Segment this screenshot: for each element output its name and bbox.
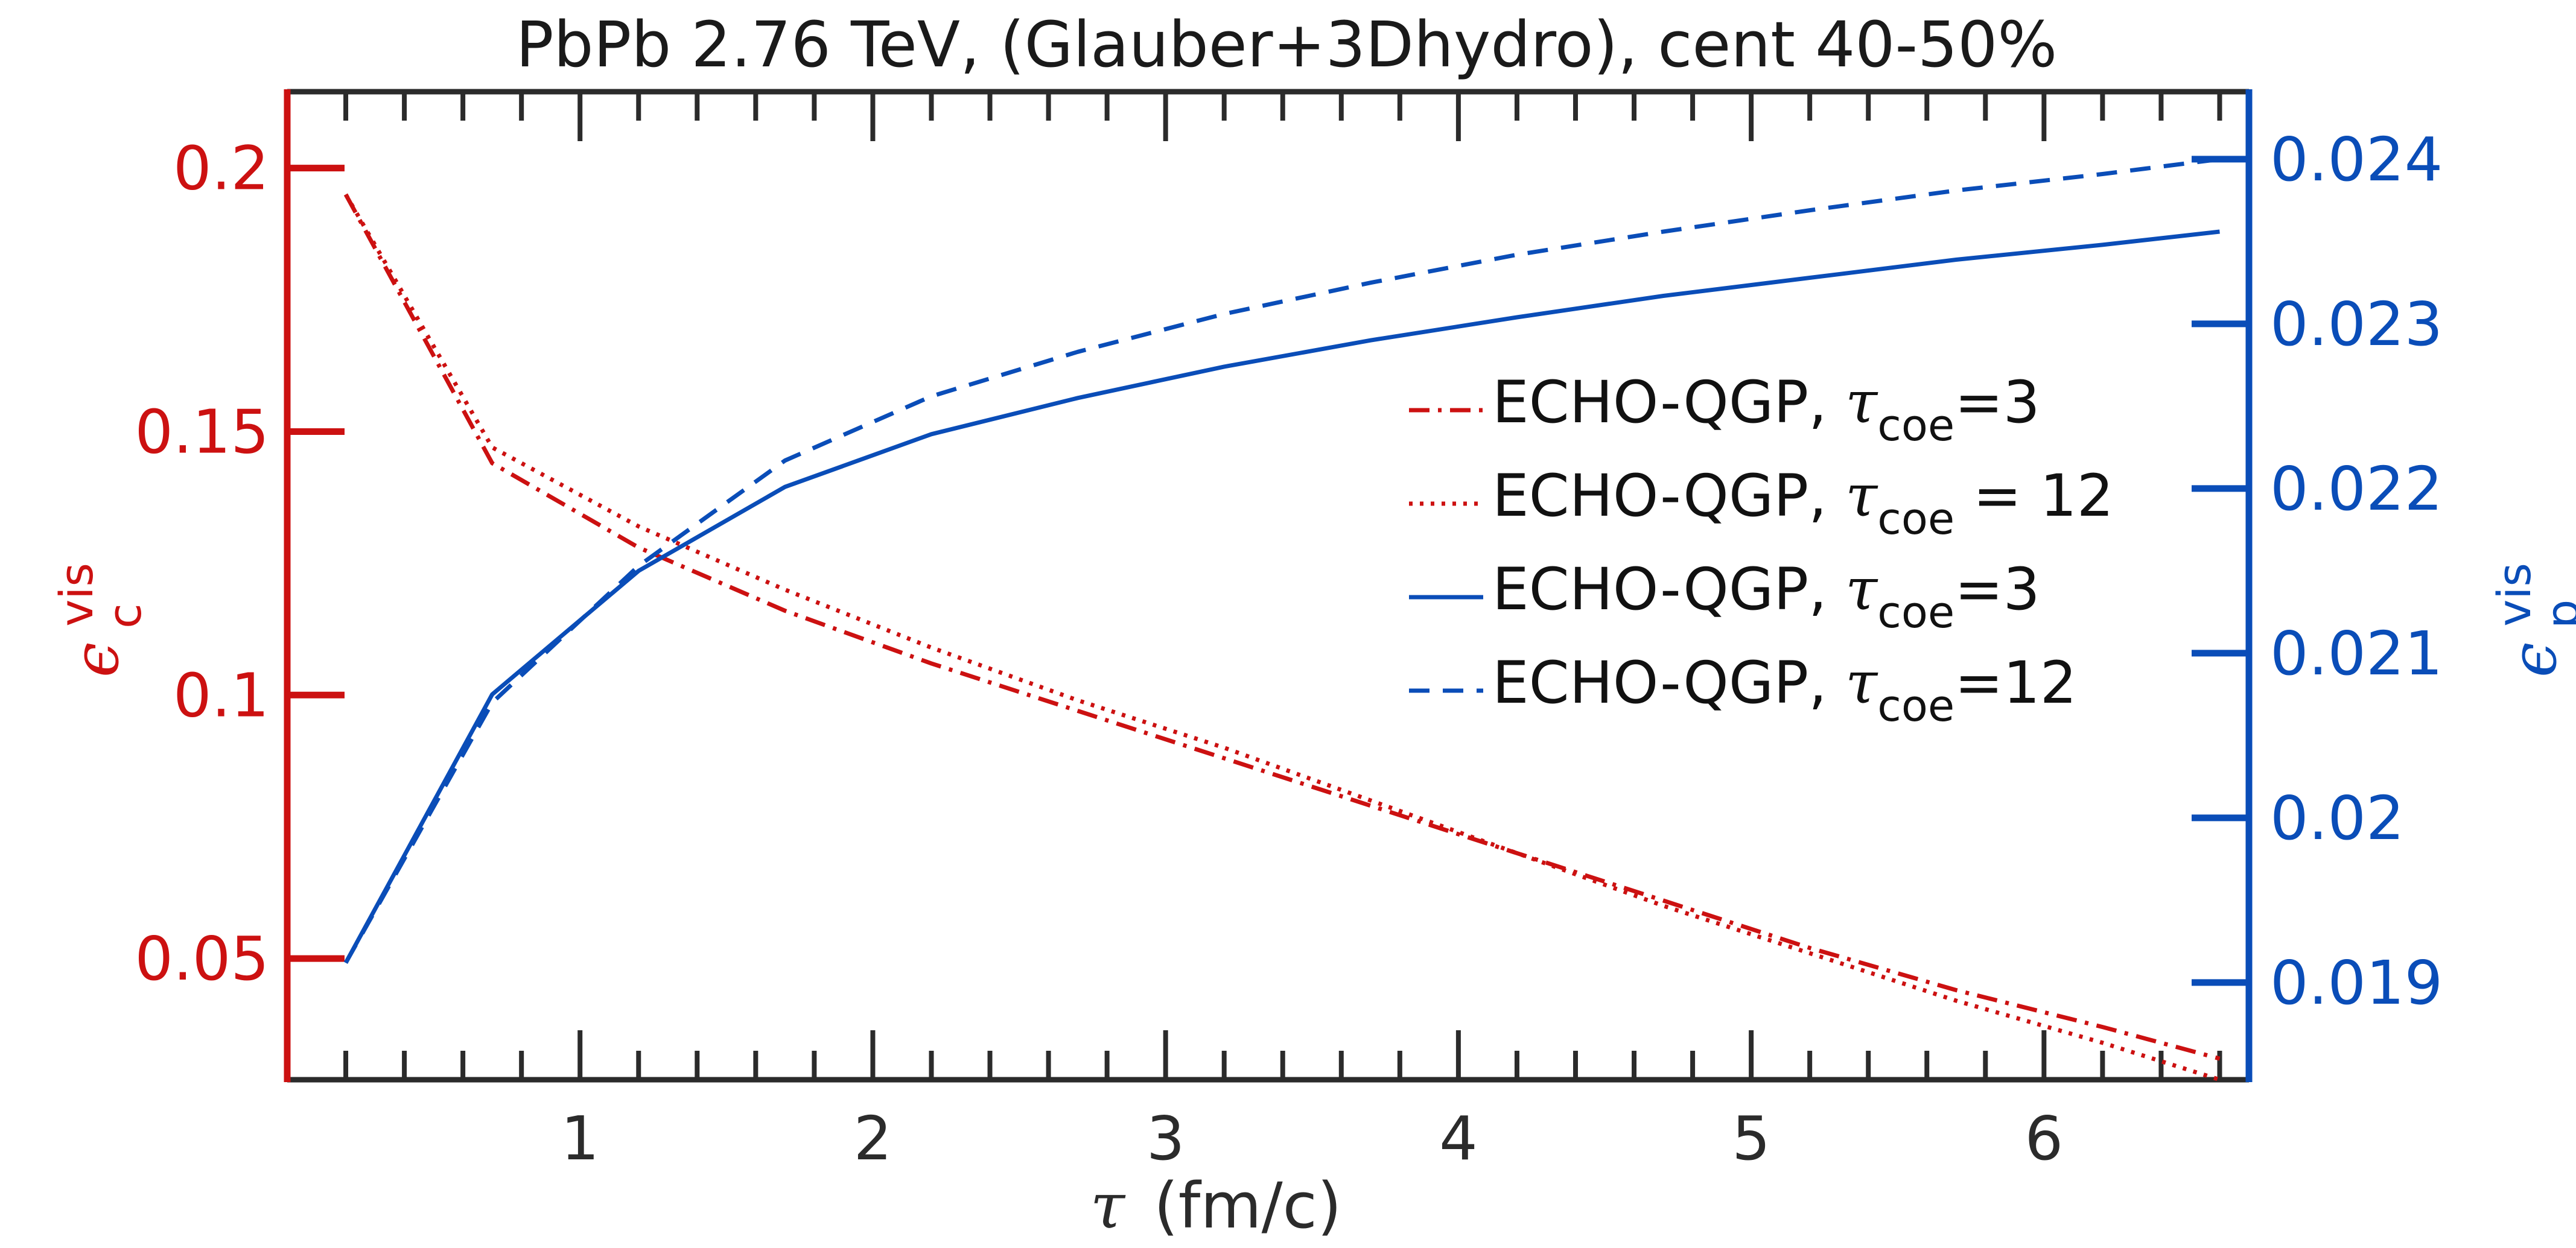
y-left-label-symbol: ϵ xyxy=(59,642,133,677)
axes: 1 2 3 4 5 6 0.05 0.1 0.15 0.2 0.019 0.02 0.021 0.022 0… xyxy=(135,89,2443,1174)
x-tick-label: 3 xyxy=(1146,1103,1185,1174)
legend-entry-suffix: = 12 xyxy=(1954,462,2114,530)
legend-entry-sub: coe xyxy=(1877,493,1954,544)
y-left-label-sup: vis xyxy=(49,563,103,627)
x-tick-label: 4 xyxy=(1439,1103,1478,1174)
y-left-tick-label: 0.05 xyxy=(135,923,269,994)
x-tick-label: 2 xyxy=(854,1103,892,1174)
x-tick-label: 1 xyxy=(561,1103,599,1174)
legend-entry-suffix: =3 xyxy=(1954,556,2040,623)
y-right-tick-label: 0.019 xyxy=(2270,948,2443,1018)
y-right-tick-label: 0.022 xyxy=(2270,454,2443,524)
x-axis-label: τ (fm/c) xyxy=(1090,1169,1342,1243)
x-tick-label: 6 xyxy=(2025,1103,2064,1174)
legend-entry-symbol: τ xyxy=(1845,369,1878,436)
series-line-2 xyxy=(343,193,2221,1082)
legend-entry-sub: coe xyxy=(1877,587,1954,638)
y-right-label-sub: p xyxy=(2536,600,2576,629)
legend-entry-symbol: τ xyxy=(1845,556,1878,623)
legend-entry-suffix: =12 xyxy=(1954,649,2077,717)
legend-entry-prefix: ECHO-QGP, xyxy=(1492,369,1845,436)
y-right-tick-label: 0.023 xyxy=(2270,289,2443,360)
y-left-label-sub: c xyxy=(98,603,151,629)
y-right-tick-label: 0.021 xyxy=(2270,618,2443,689)
legend-entry-sub: coe xyxy=(1877,680,1954,731)
y-left-tick-label: 0.15 xyxy=(135,396,269,467)
legend-entry-prefix: ECHO-QGP, xyxy=(1492,649,1845,717)
series-layer xyxy=(343,157,2221,1082)
legend-entry-prefix: ECHO-QGP, xyxy=(1492,556,1845,623)
series-line-3 xyxy=(343,229,2220,964)
y-right-axis-label: ϵ vis p xyxy=(2475,547,2576,677)
legend-entry-symbol: τ xyxy=(1845,649,1878,717)
y-left-tick-label: 0.2 xyxy=(173,133,269,204)
y-left-axis-label: ϵ vis c xyxy=(37,547,151,677)
legend-entry-suffix: =3 xyxy=(1954,369,2040,436)
legend-entry-4: ECHO-QGP, τcoe=12 xyxy=(1492,649,2077,731)
series-line-4 xyxy=(343,157,2220,964)
y-right-label-symbol: ϵ xyxy=(2497,642,2571,677)
legend-entry-3: ECHO-QGP, τcoe=3 xyxy=(1492,556,2040,638)
y-left-tick-label: 0.1 xyxy=(173,660,269,730)
x-tick-label: 5 xyxy=(1732,1103,1770,1174)
y-right-label-sup: vis xyxy=(2487,563,2541,627)
y-right-tick-label: 0.024 xyxy=(2270,124,2443,195)
x-axis-label-symbol: τ xyxy=(1090,1169,1126,1243)
legend-entry-prefix: ECHO-QGP, xyxy=(1492,462,1845,530)
legend-entry-2: ECHO-QGP, τcoe = 12 xyxy=(1492,462,2114,544)
x-axis-label-text: (fm/c) xyxy=(1154,1169,1341,1243)
chart-title: PbPb 2.76 TeV, (Glauber+3Dhydro), cent 4… xyxy=(516,8,2057,81)
legend-entry-sub: coe xyxy=(1877,400,1954,451)
legend-entry-symbol: τ xyxy=(1845,462,1878,530)
legend-entry-1: ECHO-QGP, τcoe=3 xyxy=(1492,369,2040,451)
y-right-tick-label: 0.02 xyxy=(2270,783,2405,854)
